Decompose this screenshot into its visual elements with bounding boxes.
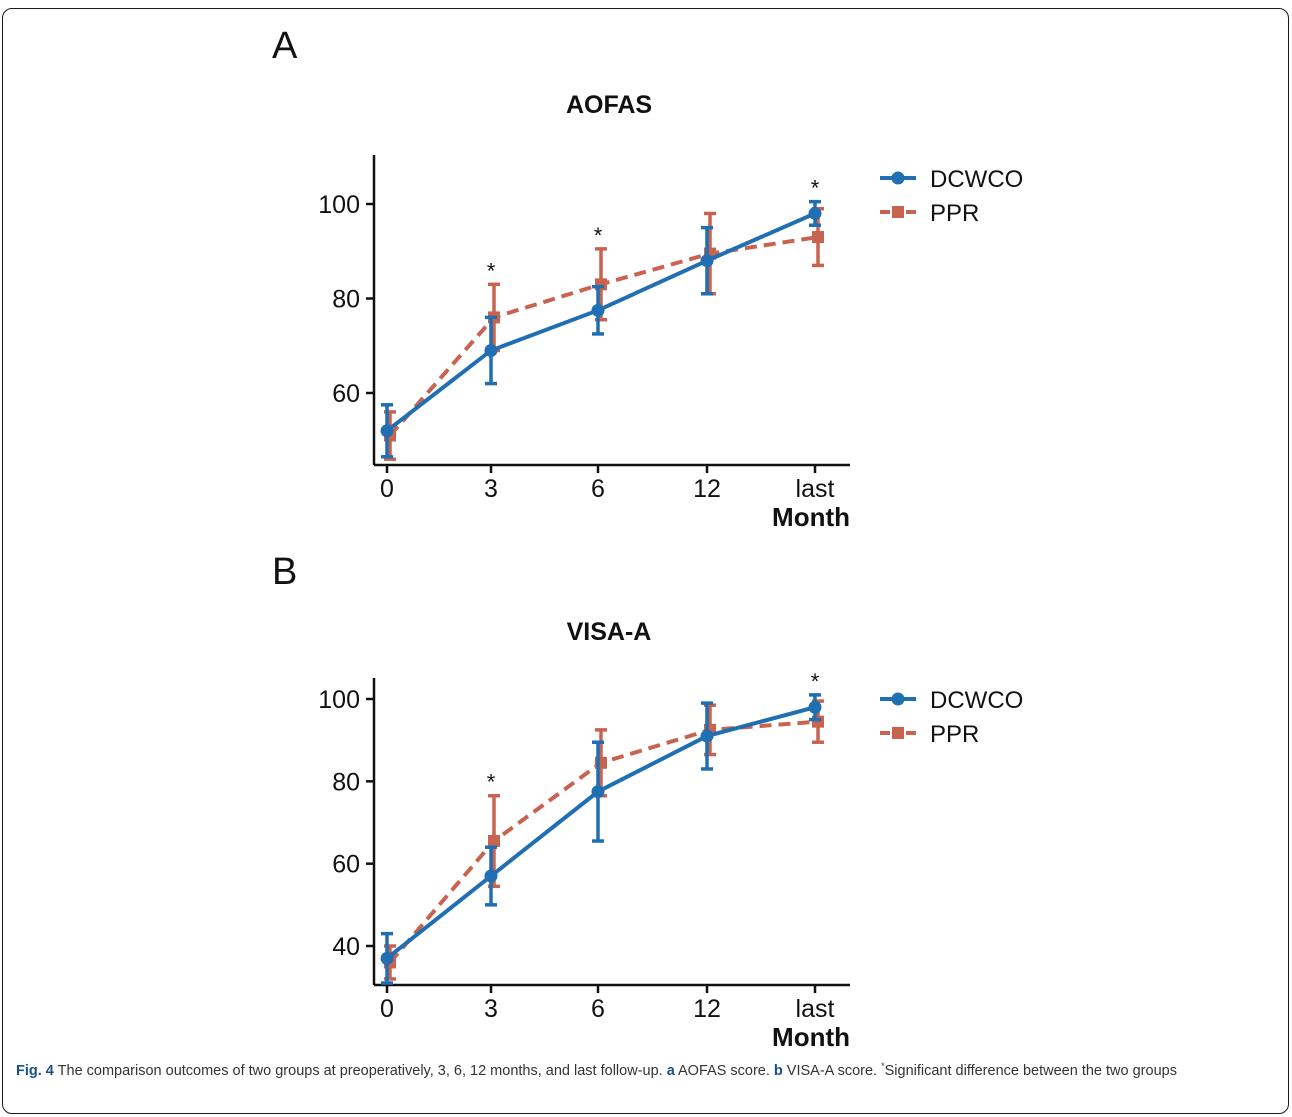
series-line bbox=[390, 237, 818, 435]
x-tick-label: 3 bbox=[484, 475, 498, 503]
data-point bbox=[485, 870, 498, 883]
data-point bbox=[592, 304, 605, 317]
x-axis-label: Month bbox=[772, 1022, 850, 1052]
chart-title: VISA-A bbox=[567, 618, 652, 646]
data-point bbox=[812, 231, 824, 243]
caption-text: The comparison outcomes of two groups at… bbox=[54, 1063, 667, 1079]
y-tick-label: 80 bbox=[332, 768, 360, 796]
legend-label: DCWCO bbox=[930, 166, 1023, 193]
x-tick-label: 12 bbox=[693, 995, 721, 1023]
y-tick-label: 100 bbox=[318, 686, 360, 714]
significance-star: * bbox=[811, 669, 820, 694]
legend-item-ppr: PPR bbox=[880, 200, 979, 227]
data-point bbox=[488, 835, 500, 847]
caption-note: Significant difference between the two g… bbox=[885, 1063, 1177, 1079]
legend-label: PPR bbox=[930, 721, 979, 748]
legend-label: PPR bbox=[930, 200, 979, 227]
data-point bbox=[381, 952, 394, 965]
legend-item-dcwco: DCWCO bbox=[880, 166, 1023, 193]
legend-marker bbox=[892, 172, 905, 185]
y-tick-label: 60 bbox=[332, 380, 360, 408]
x-axis-label: Month bbox=[772, 502, 850, 532]
caption-b-label: b bbox=[774, 1063, 783, 1079]
data-point bbox=[592, 785, 605, 798]
significance-star: * bbox=[487, 258, 496, 283]
legend: DCWCO PPR bbox=[880, 166, 1023, 227]
significance-star: * bbox=[487, 770, 496, 795]
legend: DCWCO PPR bbox=[880, 687, 1023, 748]
x-tick-label: last bbox=[796, 475, 835, 503]
y-tick-label: 100 bbox=[318, 191, 360, 219]
caption-b-text: VISA-A score. bbox=[783, 1063, 881, 1079]
legend-item-dcwco: DCWCO bbox=[880, 687, 1023, 714]
x-tick-label: 6 bbox=[591, 475, 605, 503]
x-tick-label: last bbox=[796, 995, 835, 1023]
data-point bbox=[809, 701, 822, 714]
legend-item-ppr: PPR bbox=[880, 721, 979, 748]
x-tick-label: 0 bbox=[380, 475, 394, 503]
x-tick-label: 12 bbox=[693, 475, 721, 503]
panel-letter: A bbox=[272, 25, 298, 67]
x-tick-label: 6 bbox=[591, 995, 605, 1023]
chart-title: AOFAS bbox=[566, 91, 652, 119]
data-point bbox=[485, 344, 498, 357]
significance-star: * bbox=[594, 223, 603, 248]
data-point bbox=[701, 730, 714, 743]
legend-marker bbox=[892, 206, 904, 218]
x-tick-label: 3 bbox=[484, 995, 498, 1023]
x-tick-label: 0 bbox=[380, 995, 394, 1023]
panel-letter: B bbox=[272, 551, 297, 593]
legend-marker bbox=[892, 693, 905, 706]
caption-a-label: a bbox=[667, 1063, 675, 1079]
figure-caption: Fig. 4 The comparison outcomes of two gr… bbox=[16, 1056, 1278, 1082]
data-point bbox=[381, 424, 394, 437]
y-tick-label: 60 bbox=[332, 851, 360, 879]
legend-label: DCWCO bbox=[930, 687, 1023, 714]
data-point bbox=[701, 254, 714, 267]
significance-star: * bbox=[811, 176, 820, 201]
data-point bbox=[809, 207, 822, 220]
y-tick-label: 40 bbox=[332, 933, 360, 961]
y-tick-label: 80 bbox=[332, 286, 360, 314]
caption-a-text: AOFAS score. bbox=[675, 1063, 774, 1079]
legend-marker bbox=[892, 727, 904, 739]
caption-label: Fig. 4 bbox=[16, 1063, 54, 1079]
